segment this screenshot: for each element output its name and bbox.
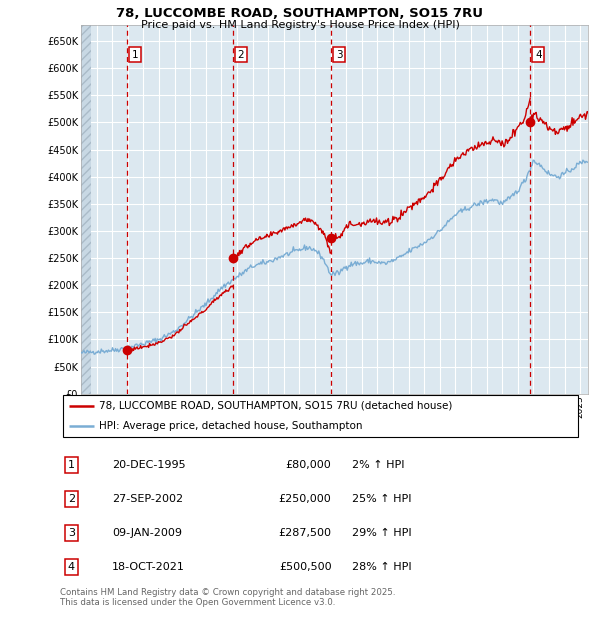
Text: 2% ↑ HPI: 2% ↑ HPI — [352, 460, 405, 471]
Text: 3: 3 — [336, 50, 343, 60]
Text: 78, LUCCOMBE ROAD, SOUTHAMPTON, SO15 7RU: 78, LUCCOMBE ROAD, SOUTHAMPTON, SO15 7RU — [116, 7, 484, 20]
Text: 2: 2 — [238, 50, 244, 60]
Text: 29% ↑ HPI: 29% ↑ HPI — [352, 528, 412, 538]
Text: 3: 3 — [68, 528, 75, 538]
Text: £500,500: £500,500 — [279, 562, 331, 572]
Text: 20-DEC-1995: 20-DEC-1995 — [112, 460, 186, 471]
Text: £287,500: £287,500 — [278, 528, 331, 538]
Text: 27-SEP-2002: 27-SEP-2002 — [112, 494, 184, 504]
Text: £80,000: £80,000 — [286, 460, 331, 471]
FancyBboxPatch shape — [62, 396, 578, 436]
Text: 1: 1 — [132, 50, 139, 60]
Text: 1: 1 — [68, 460, 75, 471]
Bar — [81, 25, 91, 394]
Text: 28% ↑ HPI: 28% ↑ HPI — [352, 562, 412, 572]
Text: 09-JAN-2009: 09-JAN-2009 — [112, 528, 182, 538]
Text: Contains HM Land Registry data © Crown copyright and database right 2025.
This d: Contains HM Land Registry data © Crown c… — [60, 588, 395, 607]
Text: 18-OCT-2021: 18-OCT-2021 — [112, 562, 185, 572]
Text: £250,000: £250,000 — [278, 494, 331, 504]
Text: 4: 4 — [68, 562, 75, 572]
Text: 4: 4 — [535, 50, 542, 60]
Text: 2: 2 — [68, 494, 75, 504]
Text: 78, LUCCOMBE ROAD, SOUTHAMPTON, SO15 7RU (detached house): 78, LUCCOMBE ROAD, SOUTHAMPTON, SO15 7RU… — [99, 401, 452, 411]
Text: 25% ↑ HPI: 25% ↑ HPI — [352, 494, 412, 504]
Text: HPI: Average price, detached house, Southampton: HPI: Average price, detached house, Sout… — [99, 421, 362, 432]
Text: Price paid vs. HM Land Registry's House Price Index (HPI): Price paid vs. HM Land Registry's House … — [140, 20, 460, 30]
